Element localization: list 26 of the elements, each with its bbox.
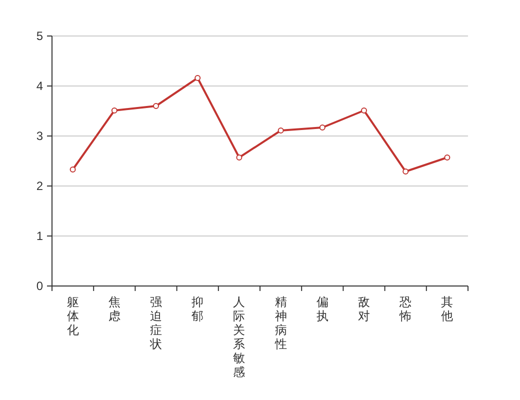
y-tick-label: 5 xyxy=(36,29,44,43)
x-tick-label: 人际关系敏感 xyxy=(233,295,246,379)
x-tick-label: 精神病性 xyxy=(274,295,287,351)
y-tick-label: 0 xyxy=(36,279,44,293)
point xyxy=(444,154,450,160)
x-tick-label: 抑郁 xyxy=(192,295,204,323)
y-tick-label: 3 xyxy=(36,129,44,143)
y-tick-label: 1 xyxy=(36,229,44,243)
point xyxy=(319,124,326,130)
point xyxy=(111,108,118,114)
x-tick-label: 躯体化 xyxy=(66,295,79,337)
point xyxy=(361,108,367,114)
x-tick-label: 偏执 xyxy=(316,295,328,323)
x-tick-label: 其他 xyxy=(441,295,454,323)
y-tick-label: 4 xyxy=(36,79,44,93)
x-tick-label: 恐怖 xyxy=(398,295,412,323)
point xyxy=(402,168,409,174)
x-tick-label: 焦虑 xyxy=(108,295,120,323)
point xyxy=(70,166,76,172)
point xyxy=(278,128,284,134)
x-tick-label: 敌对 xyxy=(358,295,370,323)
point xyxy=(236,154,242,160)
point xyxy=(194,75,201,81)
x-tick-label: 强迫症状 xyxy=(149,295,162,351)
point xyxy=(153,103,159,109)
y-tick-label: 2 xyxy=(36,179,44,193)
